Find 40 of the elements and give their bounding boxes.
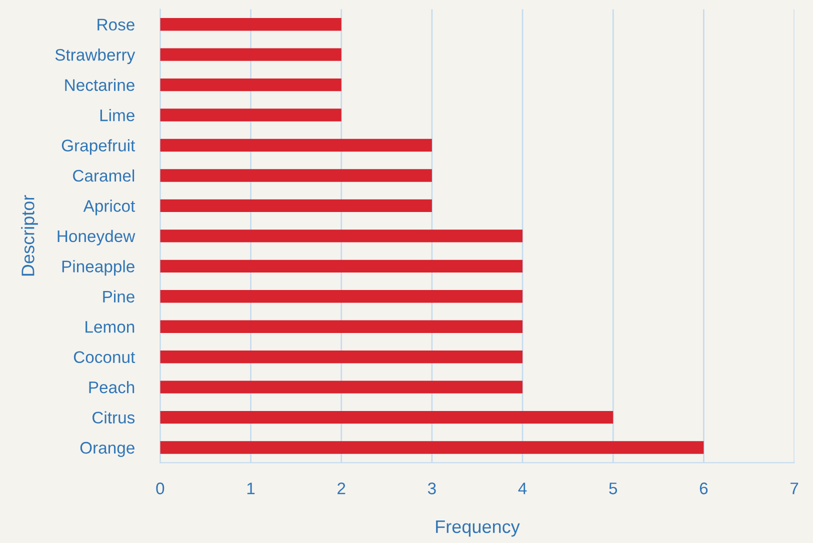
bar (160, 410, 614, 424)
y-axis-title: Descriptor (21, 195, 38, 276)
y-tick-label: Pineapple (62, 260, 134, 276)
y-tick-label: Honeydew (58, 230, 136, 246)
y-tick-label: Citrus (92, 411, 135, 424)
x-tick-label: 7 (790, 482, 798, 494)
y-tick-label: Caramel (73, 169, 134, 182)
bar (160, 108, 342, 122)
x-tick-label: 2 (338, 482, 346, 494)
y-tick-label: Pine (103, 290, 134, 303)
x-tick-label: 5 (609, 482, 618, 494)
x-tick-label: 6 (700, 482, 708, 494)
y-tick-label: Strawberry (55, 48, 136, 64)
bar (160, 350, 523, 364)
bar (160, 169, 432, 182)
bar (160, 290, 523, 303)
x-axis-title: Frequency (436, 520, 520, 537)
y-tick-label: Nectarine (65, 78, 134, 91)
bar (160, 138, 432, 152)
bar (160, 78, 342, 92)
bar (160, 380, 523, 394)
bar (160, 260, 523, 273)
y-tick-label: Lemon (86, 321, 134, 333)
bar (160, 320, 523, 333)
bar (160, 441, 704, 454)
bar (160, 48, 342, 61)
bar (160, 18, 342, 31)
y-tick-label: Apricot (83, 200, 136, 216)
x-tick-label: 1 (247, 482, 255, 494)
bar (160, 199, 432, 212)
y-tick-label: Grapefruit (62, 139, 136, 155)
y-tick-label: Lime (100, 108, 134, 122)
x-tick-label: 4 (518, 482, 527, 494)
x-tick-label: 3 (428, 482, 436, 494)
y-tick-label: Rose (98, 18, 134, 31)
y-tick-label: Orange (80, 442, 134, 458)
y-tick-label: Peach (89, 381, 134, 394)
y-tick-label: Coconut (74, 351, 136, 364)
x-tick-label: 0 (156, 482, 164, 494)
bar (160, 230, 523, 242)
